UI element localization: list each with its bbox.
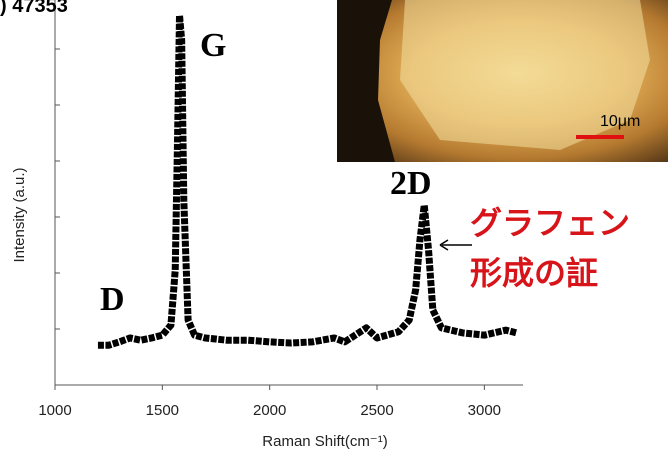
- peak-label: D: [100, 281, 125, 318]
- scale-bar: [576, 135, 624, 139]
- x-tick-label: 2000: [253, 402, 286, 419]
- chart-title: ) 47353: [0, 0, 68, 17]
- scale-label: 10μm: [600, 113, 640, 130]
- peak-label: 2D: [390, 165, 432, 202]
- peak-label: G: [200, 27, 226, 64]
- x-tick-label: 2500: [360, 402, 393, 419]
- x-axis-title: Raman Shift(cm⁻¹): [262, 433, 387, 450]
- inset-photo: 10μm: [337, 0, 668, 162]
- annotation: 形成の証: [470, 254, 598, 292]
- x-tick-label: 1000: [38, 402, 71, 419]
- annotation: グラフェン: [470, 204, 630, 242]
- chart: 1000 1500 2000 2500 3000 ) 47353 Intensity (…: [0, 0, 668, 454]
- x-tick-label: 3000: [468, 402, 501, 419]
- y-axis-title: Intensity (a.u.): [11, 167, 28, 262]
- x-tick-label: 1500: [146, 402, 179, 419]
- arrow: [440, 240, 472, 250]
